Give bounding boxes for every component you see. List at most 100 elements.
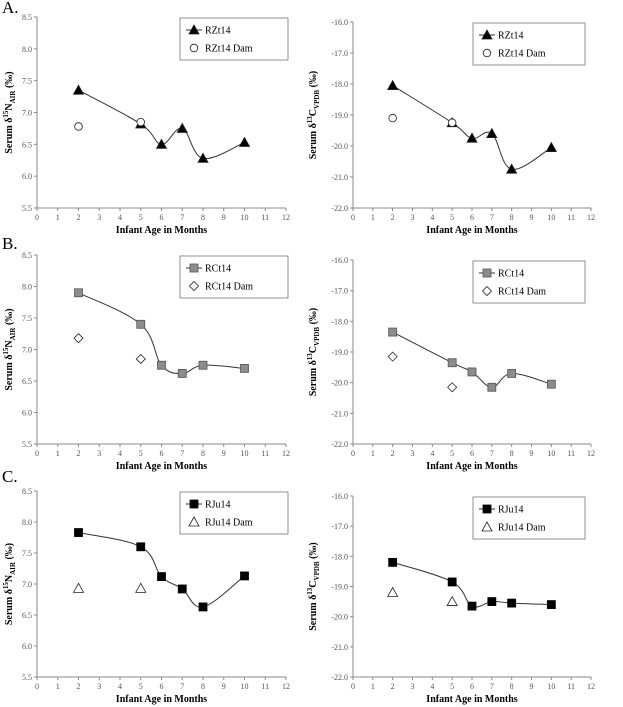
x-axis-label: Infant Age in Months xyxy=(426,694,518,705)
x-tick-label: 5 xyxy=(139,213,143,222)
data-point xyxy=(74,122,83,131)
x-tick-label: 11 xyxy=(567,682,575,691)
legend-marker xyxy=(482,268,492,278)
y-tick-label: 6.5 xyxy=(22,377,32,386)
legend: RCt14 RCt14 Dam xyxy=(472,260,586,304)
series-rzt14-dam xyxy=(74,117,145,131)
x-tick-label: 7 xyxy=(180,449,184,458)
x-tick-label: 6 xyxy=(160,682,164,691)
x-tick-label: 2 xyxy=(391,449,395,458)
legend-marker xyxy=(188,280,200,292)
x-tick-label: 7 xyxy=(490,449,494,458)
data-point xyxy=(446,595,458,606)
x-tick-label: 0 xyxy=(351,449,355,458)
data-point xyxy=(240,364,249,373)
legend-label: RZt14 xyxy=(205,26,231,37)
x-tick-label: 8 xyxy=(510,213,514,222)
x-tick-label: 10 xyxy=(241,213,249,222)
x-tick-label: 2 xyxy=(391,682,395,691)
legend-label: RJu14 xyxy=(205,500,231,511)
data-point xyxy=(447,118,457,127)
legend-box xyxy=(472,260,586,304)
x-tick-label: 8 xyxy=(510,449,514,458)
x-tick-label: 9 xyxy=(530,682,534,691)
legend-box xyxy=(179,491,289,535)
y-tick-label: -22.0 xyxy=(331,440,348,449)
data-point xyxy=(157,360,166,370)
legend: RJu14 RJu14 Dam xyxy=(472,496,586,540)
x-tick-label: 6 xyxy=(470,682,474,691)
data-point xyxy=(467,601,477,611)
y-axis-label: Serum δ15NAIR (‰) xyxy=(2,543,17,625)
data-point xyxy=(487,597,497,606)
data-point xyxy=(155,138,168,149)
y-tick-label: 7.5 xyxy=(22,549,32,558)
y-tick-label: -20.0 xyxy=(331,379,348,388)
x-tick-label: 3 xyxy=(97,682,101,691)
chart-c-carbon: -22.0-21.0-20.0-19.0-18.0-17.0-16.00 1 2 3 4… xyxy=(306,492,595,705)
y-tick-label: -17.0 xyxy=(331,287,348,296)
data-point xyxy=(73,333,84,344)
y-tick-label: -19.0 xyxy=(331,348,348,357)
y-tick-label: 8.5 xyxy=(22,13,32,22)
y-tick-label: 6.0 xyxy=(22,642,32,651)
x-tick-label: 0 xyxy=(351,682,355,691)
data-point xyxy=(136,117,145,127)
x-tick-label: 12 xyxy=(587,213,595,222)
data-point xyxy=(388,557,398,567)
x-tick-label: 1 xyxy=(56,213,60,222)
x-tick-label: 10 xyxy=(241,449,249,458)
legend-box xyxy=(472,496,586,540)
data-point xyxy=(176,122,188,133)
y-tick-label: -22.0 xyxy=(331,204,348,213)
x-tick-label: 4 xyxy=(118,682,122,691)
y-tick-label: 8.5 xyxy=(22,487,32,496)
legend-marker xyxy=(189,43,199,53)
x-tick-label: 1 xyxy=(56,682,60,691)
x-tick-label: 2 xyxy=(391,213,395,222)
data-point xyxy=(467,367,477,377)
x-tick-label: 7 xyxy=(180,213,184,222)
x-tick-label: 10 xyxy=(547,213,555,222)
x-tick-label: 2 xyxy=(77,449,81,458)
data-point xyxy=(487,382,497,392)
x-axis-label: Infant Age in Months xyxy=(116,694,208,705)
data-point xyxy=(135,353,146,365)
x-tick-label: 5 xyxy=(139,682,143,691)
data-point xyxy=(546,600,556,609)
y-tick-label: -16.0 xyxy=(331,256,348,265)
x-tick-label: 8 xyxy=(201,682,205,691)
legend-marker xyxy=(189,499,199,509)
y-axis-label: Serum δ15NAIR (‰) xyxy=(2,308,17,390)
series-rju14-dam xyxy=(72,582,147,593)
series-line xyxy=(392,561,552,608)
data-point xyxy=(447,358,457,368)
x-tick-label: 12 xyxy=(282,213,290,222)
y-tick-label: 5.5 xyxy=(22,440,32,449)
y-axis-label: Serum δ15NAIR (‰) xyxy=(2,71,17,153)
x-tick-label: 6 xyxy=(160,449,164,458)
x-tick-label: 0 xyxy=(35,213,39,222)
x-tick-label: 12 xyxy=(587,449,595,458)
legend-marker xyxy=(482,504,492,514)
data-point xyxy=(505,163,518,174)
data-point xyxy=(136,542,146,552)
x-tick-label: 12 xyxy=(282,682,290,691)
x-tick-label: 7 xyxy=(180,682,184,691)
chart-a-nitrogen: 5.56.06.57.07.58.08.50 1 2 3 4 5 6 7 8 9 10 11 12Inf… xyxy=(2,13,290,236)
x-tick-label: 12 xyxy=(587,682,595,691)
data-point xyxy=(386,79,399,90)
data-point xyxy=(135,582,147,593)
x-tick-label: 10 xyxy=(547,449,555,458)
x-tick-label: 1 xyxy=(371,213,375,222)
x-tick-label: 3 xyxy=(411,449,415,458)
x-tick-label: 8 xyxy=(201,213,205,222)
x-tick-label: 9 xyxy=(222,682,226,691)
legend-box xyxy=(179,17,289,61)
legend-marker xyxy=(188,24,200,35)
y-tick-label: -20.0 xyxy=(331,142,348,151)
data-point xyxy=(507,369,517,378)
legend-box xyxy=(472,22,586,66)
x-tick-label: 11 xyxy=(261,213,269,222)
data-point xyxy=(198,602,208,612)
